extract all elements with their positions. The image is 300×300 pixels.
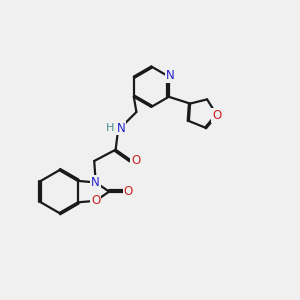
Text: O: O: [124, 185, 133, 198]
Text: N: N: [117, 122, 125, 134]
Text: O: O: [131, 154, 140, 167]
Text: N: N: [166, 70, 175, 83]
Text: H: H: [106, 123, 114, 133]
Text: O: O: [91, 194, 100, 207]
Text: O: O: [212, 109, 221, 122]
Text: N: N: [91, 176, 100, 189]
